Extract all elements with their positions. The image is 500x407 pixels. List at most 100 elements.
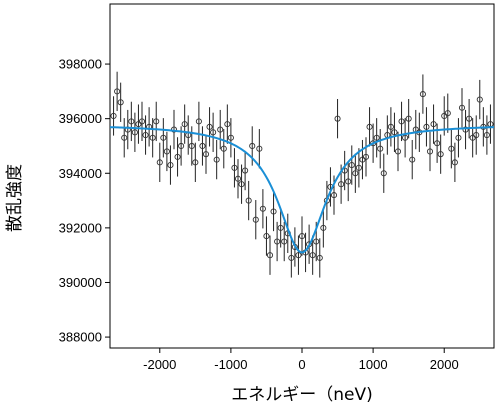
data-point (437, 151, 444, 158)
data-point (352, 170, 359, 177)
y-axis-label: 散乱強度 (5, 164, 25, 232)
data-point (188, 142, 195, 150)
data-point (199, 142, 206, 150)
data-point (110, 112, 117, 119)
data-point (483, 131, 490, 139)
plot-frame (109, 3, 495, 349)
data-point (409, 156, 416, 163)
data-point (466, 115, 473, 122)
data-point (213, 156, 220, 163)
data-point (377, 145, 384, 152)
y-tick-label: 392000 (59, 220, 102, 235)
data-point (448, 145, 455, 152)
error-bars (113, 71, 491, 278)
fit-curve (109, 126, 495, 254)
data-point (252, 216, 259, 223)
y-tick-label: 390000 (59, 275, 102, 290)
data-point (242, 167, 249, 174)
data-point (362, 153, 370, 160)
data-point (149, 134, 156, 141)
data-point (234, 175, 242, 182)
data-point (298, 233, 306, 240)
data-point (391, 129, 398, 136)
data-point (334, 115, 341, 122)
data-point (476, 96, 483, 103)
data-point (195, 118, 202, 125)
data-point (451, 159, 458, 166)
data-point (398, 118, 405, 125)
data-point (128, 118, 135, 125)
data-point (423, 123, 430, 130)
data-point (309, 252, 316, 259)
data-point (434, 140, 441, 147)
data-point (295, 252, 302, 259)
data-point (210, 129, 217, 136)
data-point (402, 134, 409, 141)
data-points (110, 88, 494, 261)
x-tick-label: 1000 (359, 357, 388, 372)
data-point (163, 148, 170, 155)
data-point (426, 148, 434, 155)
data-point (131, 129, 138, 136)
data-point (224, 121, 231, 128)
data-point (181, 121, 188, 128)
data-point (256, 145, 263, 152)
data-point (405, 115, 412, 122)
data-point (330, 192, 338, 199)
data-point (274, 238, 281, 245)
data-point (206, 123, 213, 130)
data-point (473, 131, 480, 139)
data-point (419, 91, 426, 98)
data-point (238, 181, 245, 188)
x-axis-label: エネルギー（neV) (231, 385, 373, 405)
data-point (348, 162, 355, 169)
data-point (142, 131, 149, 139)
data-point (380, 170, 387, 177)
data-point (167, 162, 174, 169)
data-point (259, 205, 266, 212)
data-point (174, 153, 181, 160)
data-point (192, 159, 199, 166)
data-point (202, 151, 210, 158)
data-point (345, 178, 352, 185)
data-point (153, 118, 160, 125)
data-point (227, 134, 234, 141)
data-point (355, 164, 362, 171)
y-axis: 388000 390000 392000 394000 396000 398000 (59, 57, 110, 345)
data-point (266, 252, 274, 259)
y-tick-label: 398000 (59, 57, 102, 72)
data-point (277, 224, 284, 231)
data-point (263, 233, 270, 240)
data-point (117, 99, 124, 106)
data-point (156, 159, 163, 166)
data-point (138, 118, 146, 125)
data-point (313, 238, 320, 245)
data-point (462, 126, 469, 133)
data-point (217, 126, 224, 133)
x-tick-label: 2000 (430, 357, 459, 372)
data-point (231, 164, 238, 171)
data-point (430, 121, 437, 128)
data-point (366, 123, 373, 130)
y-tick-label: 388000 (59, 330, 102, 345)
data-point (444, 110, 451, 117)
data-point (121, 134, 128, 141)
data-point (320, 224, 327, 231)
x-tick-label: -2000 (143, 357, 176, 372)
y-tick-label: 394000 (59, 166, 102, 181)
data-point (245, 197, 252, 204)
x-axis: -2000 -1000 0 1000 2000 (143, 348, 459, 372)
data-point (338, 181, 345, 188)
data-point (394, 148, 402, 155)
data-point (114, 88, 121, 95)
data-point (373, 134, 380, 141)
data-point (458, 104, 466, 111)
data-point (455, 134, 462, 141)
x-tick-label: 0 (298, 357, 305, 372)
data-point (249, 142, 256, 150)
data-point (316, 254, 323, 261)
data-point (160, 134, 167, 141)
data-point (220, 145, 227, 152)
data-point (178, 142, 185, 150)
